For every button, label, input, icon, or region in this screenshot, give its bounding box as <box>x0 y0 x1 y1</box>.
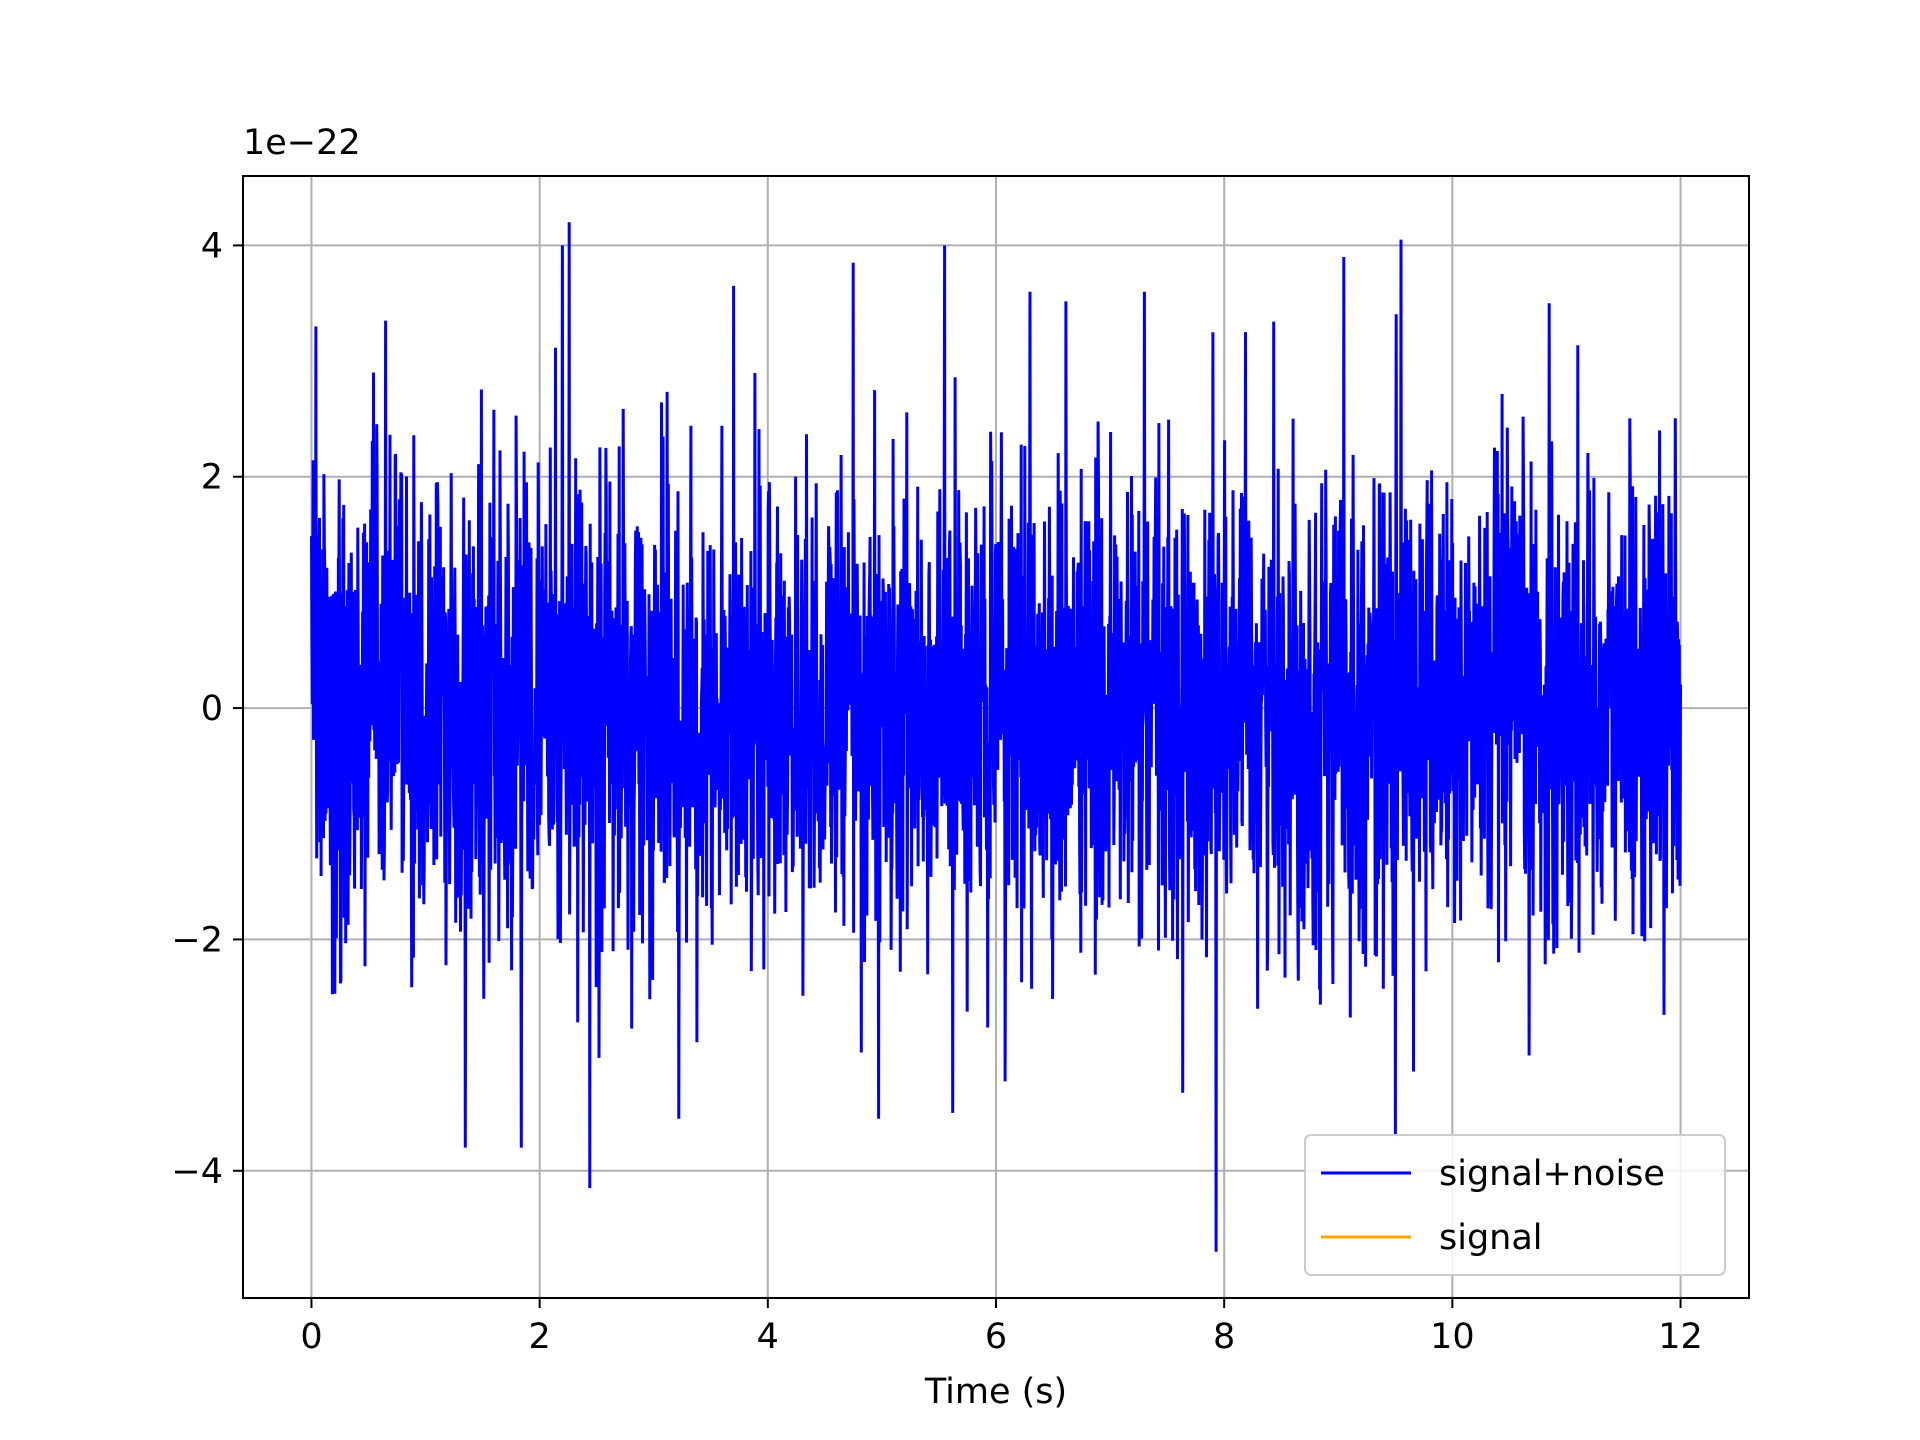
series-line-signal-noise <box>310 222 1682 1252</box>
x-axis-ticks: 0 2 4 6 8 10 12 <box>300 1298 1703 1357</box>
x-tick-label: 8 <box>1213 1317 1235 1357</box>
legend-entry-label: signal <box>1439 1218 1543 1258</box>
y-tick-label: 4 <box>201 226 223 266</box>
legend: signal+noise signal <box>1304 1134 1726 1276</box>
series-layer <box>310 222 1682 1252</box>
x-tick-label: 2 <box>528 1317 550 1357</box>
y-tick-label: 2 <box>201 458 223 498</box>
x-tick-label: 4 <box>757 1317 779 1357</box>
legend-box <box>1304 1134 1726 1276</box>
x-tick-label: 0 <box>300 1317 322 1357</box>
y-tick-label: 0 <box>201 689 223 729</box>
x-tick-label: 6 <box>985 1317 1007 1357</box>
x-tick-label: 10 <box>1430 1317 1475 1357</box>
y-tick-label: −2 <box>171 920 223 960</box>
y-axis-offset-label: 1e−22 <box>243 123 361 163</box>
y-tick-label: −4 <box>171 1152 223 1192</box>
x-tick-label: 12 <box>1658 1317 1703 1357</box>
legend-entry-label: signal+noise <box>1439 1154 1665 1194</box>
x-axis-label: Time (s) <box>924 1372 1067 1412</box>
y-axis-ticks: −4 −2 0 2 4 <box>171 226 243 1192</box>
